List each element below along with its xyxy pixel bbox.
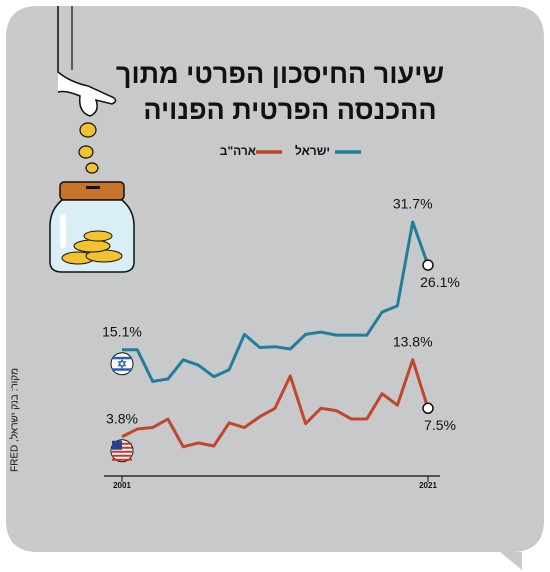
source-note: מקור: בנק ישראל, FRED [9,368,21,472]
series-line [122,220,430,383]
series-line [121,358,430,449]
value-label: 3.8% [106,410,138,426]
end-marker [422,402,434,415]
value-label: 13.8% [393,333,433,349]
x-tick-label: 2021 [419,481,437,490]
x-tick-label: 2001 [113,481,131,490]
chart-title: שיעור החיסכון הפרטי מתוך [116,59,444,89]
value-label: 31.7% [393,196,433,212]
chart-subtitle: ההכנסה הפרטית הפנויה [143,95,436,125]
value-label: 15.1% [102,323,142,339]
jar-illustration [49,6,135,273]
legend-label: ישראל [295,144,330,158]
us-flag [110,439,134,463]
value-label: 26.1% [420,274,460,290]
value-label: 7.5% [424,417,456,433]
legend-label: ארה"ב [220,144,256,158]
israel-flag [110,352,134,376]
end-marker [422,259,434,271]
